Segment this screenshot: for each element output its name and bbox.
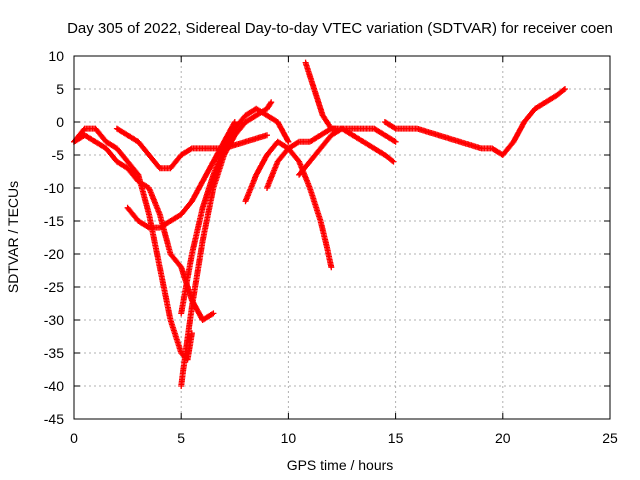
series-track-8 — [302, 59, 339, 132]
y-tick-label: -25 — [44, 279, 64, 295]
series-markers — [124, 119, 238, 231]
y-tick-label: -40 — [44, 378, 64, 394]
y-axis-label: SDTVAR / TECUs — [5, 181, 21, 293]
y-tick-label: -15 — [44, 213, 64, 229]
x-tick-label: 0 — [70, 430, 78, 446]
series-markers — [242, 138, 335, 271]
series-markers — [113, 125, 270, 172]
series-markers — [296, 125, 397, 178]
series-markers — [302, 59, 339, 132]
series-track-4 — [124, 119, 238, 231]
series-track-10 — [381, 86, 568, 158]
y-tick-label: 0 — [56, 114, 64, 130]
series-track-11 — [113, 125, 270, 172]
series-track-5 — [178, 105, 292, 317]
series-markers — [381, 86, 568, 158]
series-markers — [178, 105, 292, 317]
x-tick-label: 20 — [495, 430, 511, 446]
y-tick-label: -45 — [44, 411, 64, 427]
x-tick-label: 15 — [388, 430, 404, 446]
y-tick-label: -10 — [44, 180, 64, 196]
x-tick-label: 25 — [602, 430, 618, 446]
chart-title: Day 305 of 2022, Sidereal Day-to-day VTE… — [67, 20, 613, 37]
y-tick-label: -20 — [44, 246, 64, 262]
data-series — [71, 59, 568, 389]
series-track-6 — [242, 138, 335, 271]
grid — [74, 56, 610, 419]
x-axis-label: GPS time / hours — [287, 457, 394, 473]
y-tick-label: -35 — [44, 345, 64, 361]
ticks — [73, 55, 611, 420]
y-tick-label: -5 — [52, 147, 65, 163]
y-tick-label: 5 — [56, 81, 64, 97]
tick-labels: 0 5 10 15 20 25 10 5 0 -5 -10 -15 -20 -25 -30 -35 -40 -45 — [44, 48, 618, 446]
x-tick-label: 10 — [281, 430, 297, 446]
series-track-9 — [296, 125, 397, 178]
x-tick-label: 5 — [177, 430, 185, 446]
y-tick-label: 10 — [48, 48, 64, 64]
plot-frame — [73, 55, 611, 420]
y-tick-label: -30 — [44, 312, 64, 328]
